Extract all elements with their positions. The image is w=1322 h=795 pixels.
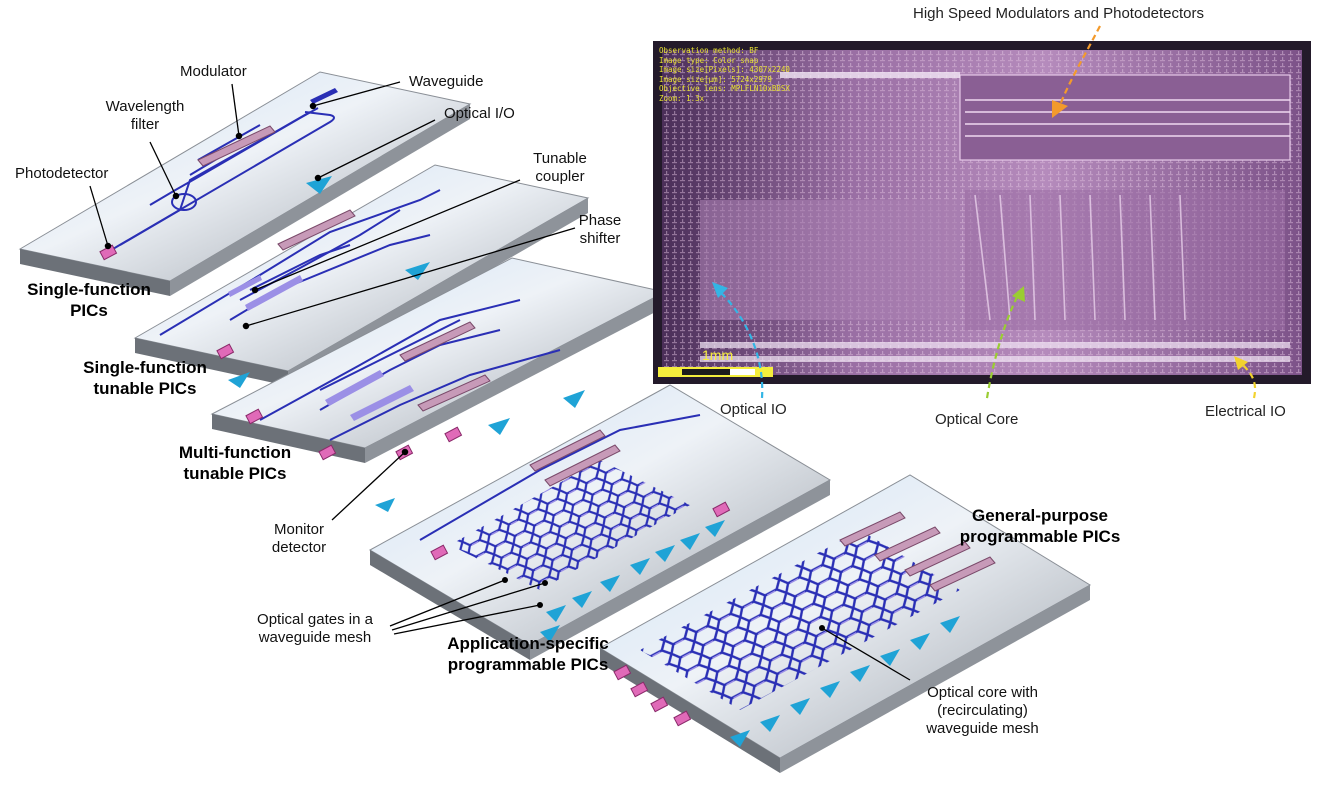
label-line: waveguide mesh [258,629,372,646]
layer-multi-function [210,257,667,512]
meta-line: Objective lens: MPLFLN10xBDSX [659,84,790,94]
category-line: Single-function [27,280,151,299]
label-line: Tunable [533,150,587,167]
category-single-tunable: Single-function tunable PICs [65,357,225,399]
label-line: Optical core with [927,684,1038,701]
micrograph-arrows [717,25,1257,399]
label-line: shifter [579,230,621,247]
label-optical-io: Optical I/O [444,105,515,122]
label-optical-io-chip: Optical IO [720,401,787,418]
label-line: waveguide mesh [926,720,1039,737]
meta-line: Observation method: BF [659,46,759,55]
category-line: tunable PICs [93,379,197,398]
category-line: General-purpose [971,506,1109,525]
label-high-speed: High Speed Modulators and Photodetectors [913,5,1205,22]
category-line: programmable PICs [959,527,1121,546]
label-line: filter [130,116,160,133]
io-taper-shape [306,176,332,194]
meta-line: Image size[Pixels]: 4307x2240 [659,65,790,75]
label-electrical-io-chip: Electrical IO [1205,403,1286,420]
label-tunable-coupler: Tunable coupler [515,150,605,186]
category-line: PICs [70,301,108,320]
label-line: Wavelength [105,98,185,115]
label-optical-core-mesh: Optical core with (recirculating) wavegu… [910,684,1055,738]
category-multi-tunable: Multi-function tunable PICs [160,442,310,484]
category-line: Single-function [83,358,207,377]
label-line: (recirculating) [937,702,1028,719]
label-monitor-detector: Monitor detector [254,521,344,557]
label-wavelength-filter: Wavelength filter [95,98,195,134]
meta-line: Image type: Color snap [659,55,759,65]
category-app-specific: Application-specific programmable PICs [428,633,628,675]
category-general-purpose: General-purpose programmable PICs [945,505,1135,547]
category-line: Application-specific [447,634,609,653]
chip-micrograph [653,41,1311,384]
label-line: Monitor [273,521,325,538]
category-line: Multi-function [178,443,292,462]
layer-general-purpose [599,474,1091,773]
meta-line: Zoom: 1.3x [659,93,705,103]
category-line: tunable PICs [183,464,287,483]
label-optical-core-chip: Optical Core [935,411,1019,428]
label-modulator: Modulator [180,63,247,80]
label-optical-gates: Optical gates in a waveguide mesh [240,611,390,647]
label-line: coupler [535,168,585,185]
label-line: Phase [578,212,622,229]
leader-lines [89,81,911,681]
scale-bar-label: 1mm [702,347,734,363]
label-photodetector: Photodetector [15,165,109,182]
label-line: Optical gates in a [257,611,373,628]
label-phase-shifter: Phase shifter [560,212,640,248]
category-single-function: Single-function PICs [14,279,164,321]
meta-line: Image size[μm]: 5724x2979 [659,74,772,84]
label-line: detector [271,539,327,556]
category-line: programmable PICs [447,655,609,674]
micrograph-arrowheads [712,100,1248,370]
label-waveguide: Waveguide [409,73,484,90]
layer-single-function [18,71,472,296]
micrograph-metadata: Observation method: BF Image type: Color… [659,46,790,104]
modulator-shape [197,125,276,167]
layer-app-specific [368,384,832,660]
